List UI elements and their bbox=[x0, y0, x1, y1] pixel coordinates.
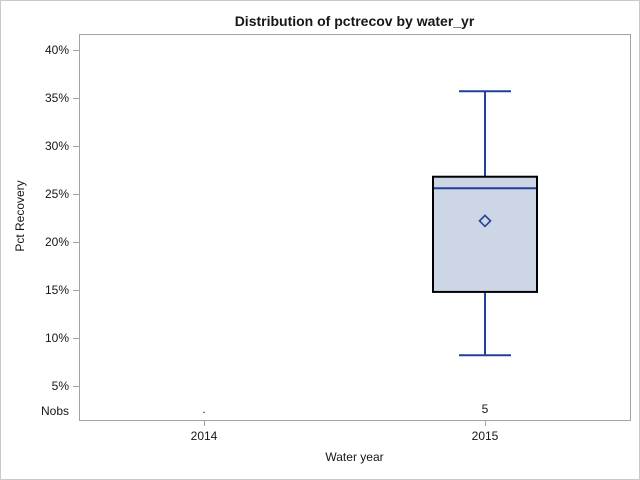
chart-title: Distribution of pctrecov by water_yr bbox=[234, 13, 475, 29]
mean-diamond-marker bbox=[478, 214, 492, 228]
y-tick-label: 40% bbox=[44, 43, 69, 57]
plot-frame bbox=[79, 34, 631, 421]
iqr-box bbox=[432, 175, 538, 293]
y-tick-label: 10% bbox=[44, 331, 69, 345]
nobs-value: 5 bbox=[481, 402, 489, 416]
y-tick-label: 5% bbox=[51, 379, 69, 393]
y-tick-label: 20% bbox=[44, 235, 69, 249]
nobs-row-label: Nobs bbox=[40, 404, 69, 418]
y-tick-label: 35% bbox=[44, 91, 69, 105]
y-tick-label: 30% bbox=[44, 139, 69, 153]
x-axis-title: Water year bbox=[325, 450, 384, 464]
x-tick-label: 2014 bbox=[190, 429, 218, 443]
nobs-value: . bbox=[202, 402, 206, 416]
y-tick-label: 25% bbox=[44, 187, 69, 201]
x-tick-label: 2015 bbox=[471, 429, 499, 443]
y-tick-label: 15% bbox=[44, 283, 69, 297]
